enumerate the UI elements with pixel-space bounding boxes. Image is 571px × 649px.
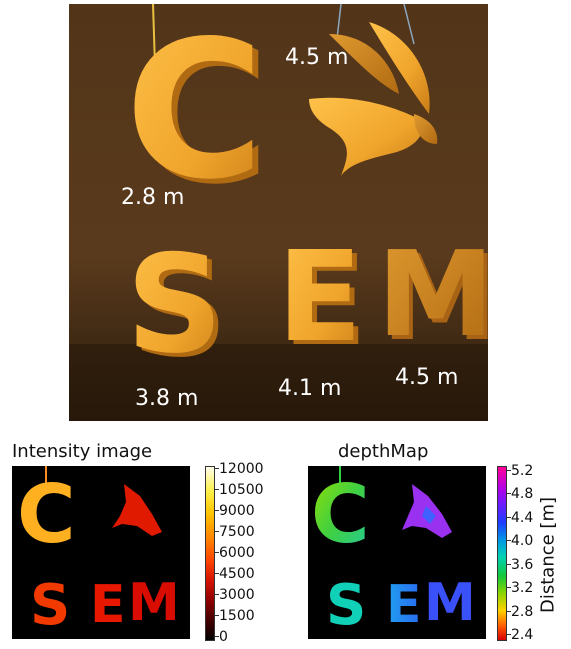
string-bird-2	[404, 4, 414, 44]
colorbar-tick-label: 7500	[219, 525, 255, 539]
colorbar-tick-label: 0	[219, 630, 228, 644]
distance-label-m: 4.5 m	[395, 366, 458, 390]
intensity-letter-e: E	[90, 575, 126, 635]
depth-map-image: C S E M	[308, 466, 486, 639]
distance-label-bird: 4.5 m	[285, 46, 348, 70]
intensity-colorbar	[205, 466, 215, 641]
colorbar-tick-label: 3.2	[511, 581, 533, 595]
colorbar-tick-label: 3000	[219, 588, 255, 602]
svg-text:M: M	[377, 225, 488, 363]
svg-text:S: S	[126, 226, 223, 383]
letter-s-shape: S S	[126, 226, 228, 387]
depth-axis-label: Distance [m]	[538, 497, 559, 613]
string-bird	[337, 4, 341, 39]
colorbar-tick-label: 3.6	[511, 558, 533, 572]
colorbar-tick-label: 6000	[219, 546, 255, 560]
intensity-image: C S E M	[12, 466, 190, 639]
colorbar-tick-label: 4.8	[511, 487, 533, 501]
depth-drawing: C S E M	[308, 466, 486, 639]
colorbar-tick-label: 4.4	[511, 511, 533, 525]
intensity-drawing: C S E M	[12, 466, 190, 639]
distance-label-s: 3.8 m	[135, 387, 198, 411]
depth-letter-s: S	[326, 573, 366, 638]
colorbar-tick-label: 2.8	[511, 605, 533, 619]
depth-colorbar	[497, 466, 507, 641]
colorbar-tick-label: 5.2	[511, 464, 533, 478]
colorbar-tick-label: 1500	[219, 609, 255, 623]
intensity-letter-c: C	[17, 468, 76, 561]
scene-drawing: C C S S E E M M	[69, 4, 488, 421]
colorbar-tick-label: 12000	[219, 462, 264, 476]
intensity-title: Intensity image	[12, 442, 152, 462]
scene-photo: C C S S E E M M 2.8 m 4.5 m 3.8 m 4.1 m …	[69, 4, 488, 421]
colorbar-tick-label: 9000	[219, 504, 255, 518]
depth-letter-m: M	[424, 573, 476, 633]
colorbar-tick-label: 4500	[219, 567, 255, 581]
distance-label-e: 4.1 m	[278, 377, 341, 401]
colorbar-tick-label: 2.4	[511, 628, 533, 642]
colorbar-tick-label: 4.0	[511, 534, 533, 548]
svg-text:E: E	[277, 225, 362, 370]
distance-label-c: 2.8 m	[121, 186, 184, 210]
depth-letter-e: E	[386, 575, 422, 635]
intensity-letter-m: M	[128, 573, 180, 633]
intensity-letter-s: S	[30, 573, 70, 638]
colorbar-tick-label: 10500	[219, 483, 264, 497]
depth-letter-c: C	[311, 468, 370, 561]
letter-m-shape: M M	[377, 225, 488, 367]
letter-e-shape: E E	[277, 225, 367, 374]
depth-title: depthMap	[338, 442, 428, 462]
